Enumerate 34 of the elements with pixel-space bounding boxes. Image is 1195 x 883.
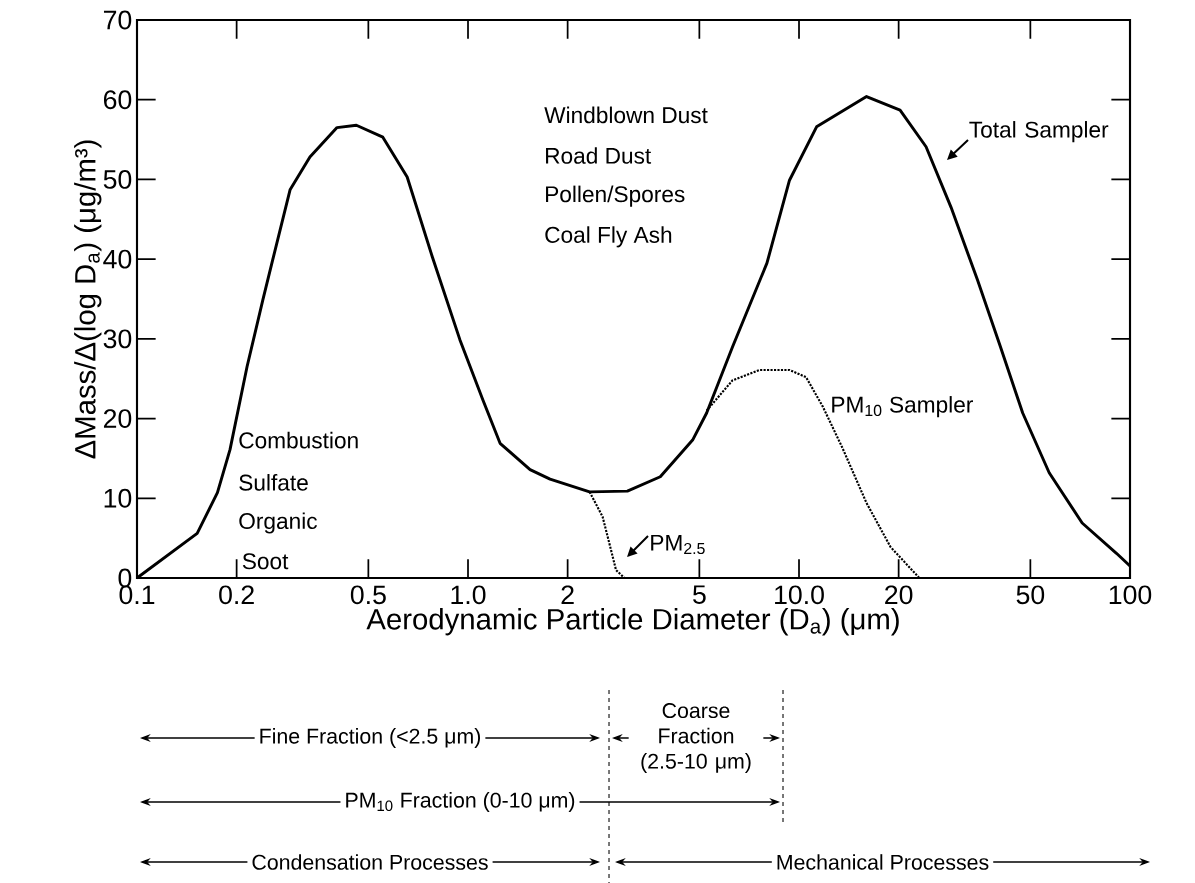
series-label: PM$_{10}$ Sampler	[832, 396, 973, 418]
y-tick-label: 50	[103, 170, 132, 189]
x-tick-label: 0.5	[350, 585, 386, 605]
y-tick-label: 70	[103, 10, 132, 30]
text: Condensation Processes	[252, 854, 488, 870]
y-tick-label: 30	[103, 329, 132, 349]
annotation: Combustion	[239, 431, 358, 449]
annotation: Pollen/Spores	[546, 185, 685, 207]
y-axis-title: ΔMass/Δ(log D$_{a}$) (μg/m³)	[74, 140, 102, 459]
annotation: Road Dust	[546, 147, 652, 164]
annotation: Organic	[239, 512, 317, 534]
annotation: Soot	[242, 553, 289, 570]
y-tick-label: 10	[104, 488, 132, 508]
x-tick-label: 100	[1109, 585, 1152, 605]
x-axis-title: Aerodynamic Particle Diameter (D$_{a}$) (μm)	[366, 608, 899, 636]
x-tick-label: 0.2	[219, 585, 254, 605]
annotation: Sulfate	[239, 474, 308, 491]
text: Coarse Fraction (2.5-10 μm)	[641, 703, 751, 773]
y-tick-label: 40	[103, 249, 132, 269]
annotation: Coal Fly Ash	[545, 226, 672, 248]
x-tick-label: 50	[1016, 585, 1045, 605]
x-tick-label: 1.0	[451, 585, 486, 605]
x-tick-label: 20	[885, 585, 913, 605]
x-tick-label: 2	[561, 585, 574, 604]
text: Fine Fraction (<2.5 μm)	[260, 728, 481, 748]
x-tick-label: 10.0	[775, 585, 824, 605]
legend-label: PM$_{2.5}$	[651, 534, 705, 555]
annotation: Windblown Dust	[544, 106, 708, 124]
series-label: Total Sampler	[969, 121, 1109, 143]
text: Mechanical Processes	[777, 854, 989, 870]
y-tick-label: 60	[103, 90, 132, 110]
x-tick-label: 5	[693, 585, 706, 604]
y-tick-label: 20	[103, 409, 132, 428]
text: PM$_{10}$ Fraction (0-10 μm)	[346, 792, 575, 812]
